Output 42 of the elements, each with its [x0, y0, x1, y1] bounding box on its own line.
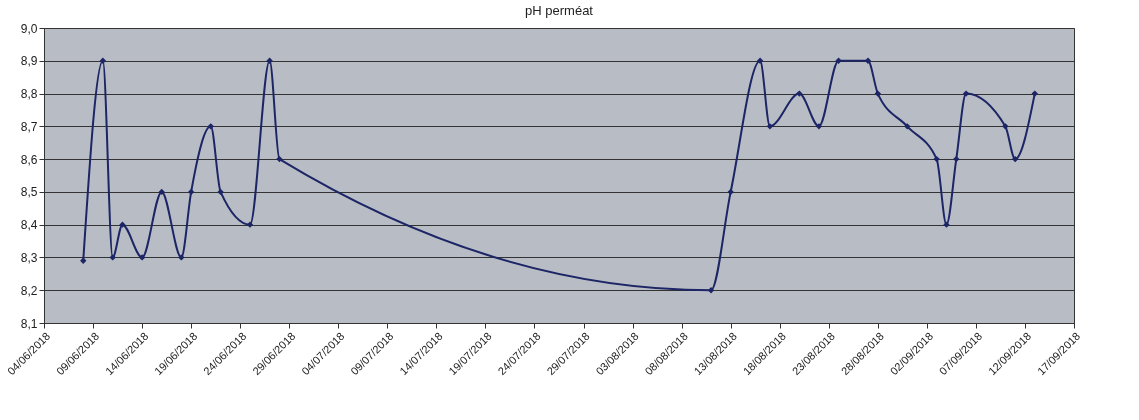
point	[756, 57, 764, 64]
point	[1011, 155, 1019, 163]
point	[80, 257, 87, 264]
point	[276, 155, 283, 163]
line-series	[80, 57, 1038, 294]
point	[727, 188, 734, 196]
point	[1002, 123, 1009, 130]
point	[943, 221, 950, 228]
point	[864, 57, 872, 64]
point	[796, 90, 803, 97]
y-tick-label: 8,7	[20, 119, 38, 134]
y-tick-label: 8,4	[20, 218, 38, 233]
y-tick-label: 8,2	[20, 283, 38, 298]
chart-title: pH perméat	[525, 3, 594, 18]
point	[874, 90, 881, 97]
point	[766, 123, 774, 130]
point	[246, 221, 254, 228]
point	[707, 287, 715, 294]
point	[962, 90, 970, 97]
point	[815, 123, 823, 130]
point	[933, 155, 940, 163]
point	[178, 254, 185, 261]
point	[158, 188, 165, 196]
point	[109, 254, 116, 261]
point	[187, 188, 195, 196]
point	[953, 155, 960, 163]
point	[904, 123, 911, 130]
y-tick-label: 8,3	[20, 250, 38, 265]
point	[1031, 90, 1038, 97]
point	[99, 57, 107, 64]
point	[835, 57, 842, 64]
y-tick-label: 8,8	[20, 87, 38, 102]
y-tick-label: 8,5	[20, 185, 38, 200]
point	[119, 221, 126, 228]
point	[217, 188, 224, 196]
y-tick-label: 8,6	[20, 152, 38, 167]
point	[266, 57, 273, 64]
y-tick-label: 8,9	[20, 54, 38, 69]
y-tick-label: 8,1	[20, 316, 38, 331]
y-tick-label: 9,0	[20, 21, 38, 36]
point	[138, 254, 146, 261]
point	[207, 123, 214, 130]
